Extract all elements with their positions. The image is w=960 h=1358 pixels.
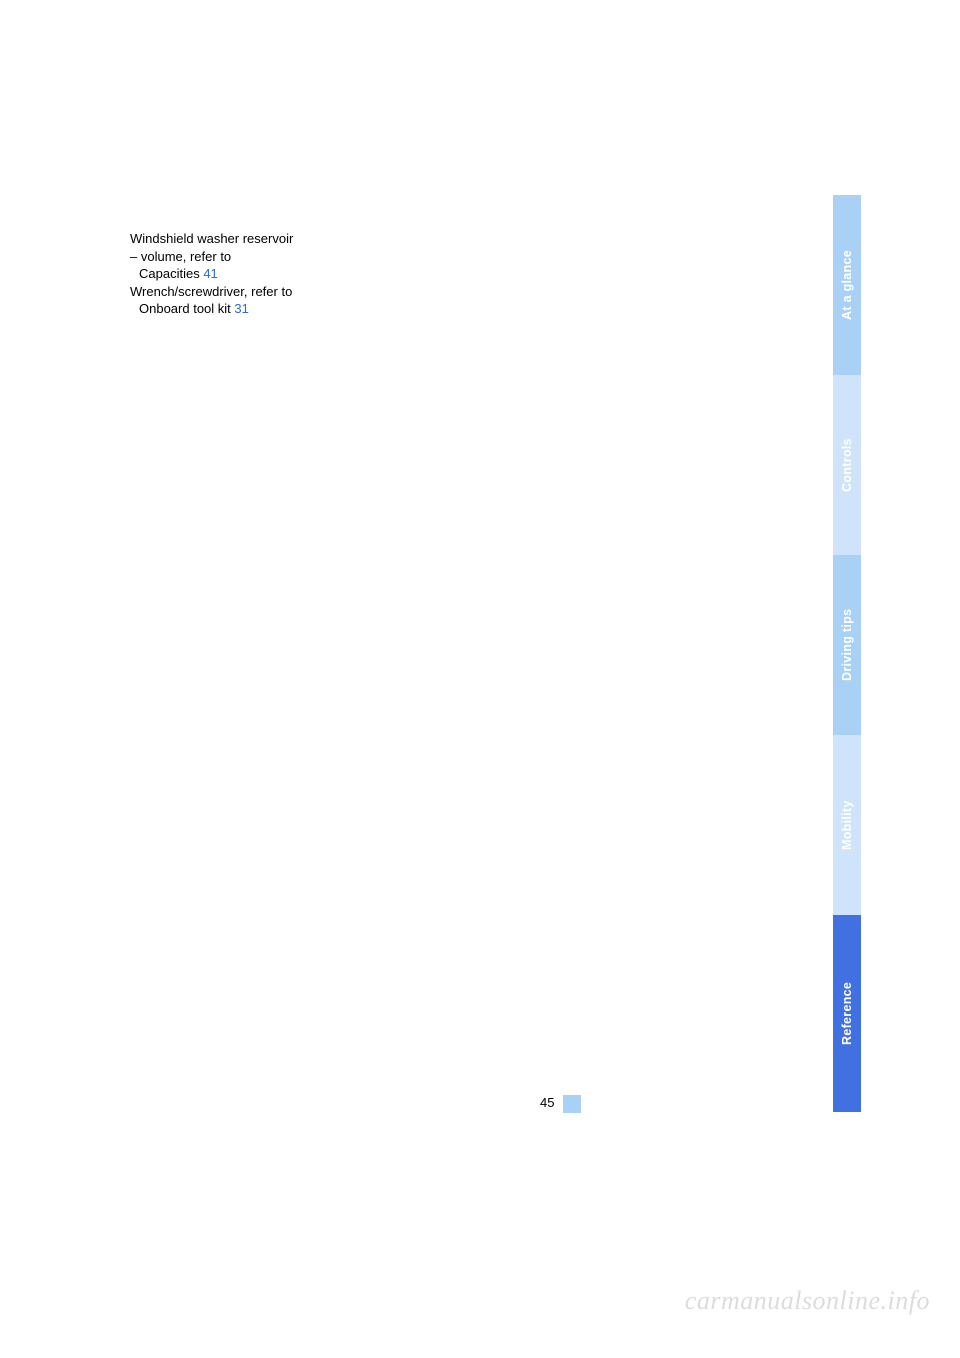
tab-at-a-glance[interactable]: At a glance	[833, 195, 861, 375]
entry-text: Capacities	[139, 266, 200, 281]
page-reference-link[interactable]: 41	[203, 266, 217, 281]
entry-text: – volume, refer to	[130, 249, 231, 264]
index-content: Windshield washer reservoir – volume, re…	[130, 230, 350, 318]
entry-text: Windshield washer reservoir	[130, 231, 293, 246]
page-number-highlight	[563, 1095, 581, 1113]
page-reference-link[interactable]: 31	[234, 301, 248, 316]
index-entry: Windshield washer reservoir	[130, 230, 350, 248]
section-tabs: At a glance Controls Driving tips Mobili…	[833, 195, 861, 1112]
index-subentry-line: Capacities 41	[130, 265, 350, 283]
index-entry: Wrench/screwdriver, refer to	[130, 283, 350, 301]
page-number: 45	[540, 1095, 554, 1110]
tab-driving-tips[interactable]: Driving tips	[833, 555, 861, 735]
watermark-text: carmanualsonline.info	[685, 1286, 930, 1316]
index-subentry-line: Onboard tool kit 31	[130, 300, 350, 318]
index-subentry: – volume, refer to	[130, 248, 350, 266]
tab-controls[interactable]: Controls	[833, 375, 861, 555]
entry-text: Onboard tool kit	[139, 301, 231, 316]
entry-text: Wrench/screwdriver, refer to	[130, 284, 292, 299]
tab-reference[interactable]: Reference	[833, 915, 861, 1112]
tab-mobility[interactable]: Mobility	[833, 735, 861, 915]
